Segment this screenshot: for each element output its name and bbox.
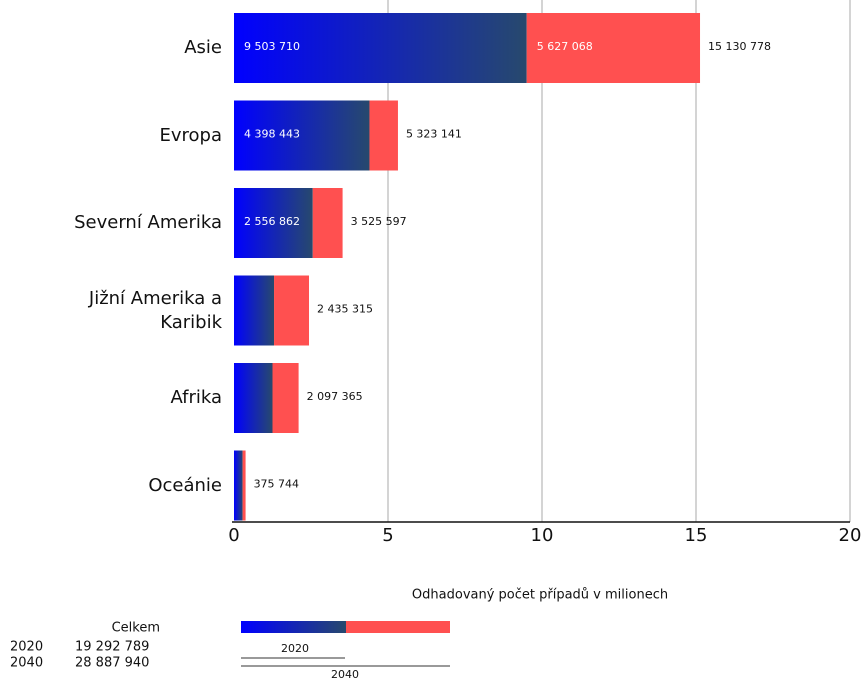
y-tick-label: Jižní Amerika a Karibik: [88, 287, 222, 333]
legend-bracket-label: 2040: [331, 668, 359, 679]
y-tick-label: Severní Amerika: [74, 212, 222, 233]
legend-year: 2020: [10, 640, 43, 655]
legend-year: 2040: [10, 656, 43, 671]
total-label: 2 435 315: [317, 303, 373, 316]
total-label: 3 525 597: [351, 215, 407, 228]
x-tick-label: 20: [839, 525, 862, 546]
bar-segment: [234, 100, 370, 171]
total-label: 15 130 778: [708, 40, 771, 53]
y-tick-label: Asie: [184, 37, 222, 58]
bar-segment: [242, 450, 246, 521]
legend-title: Celkem: [112, 621, 160, 636]
legend-total: 19 292 789: [75, 640, 149, 655]
bar-segment: [234, 363, 273, 433]
total-label: 2 097 365: [307, 390, 363, 403]
bar-segment: [312, 188, 343, 258]
bar-segment: [272, 363, 299, 433]
legend-swatch: [241, 621, 346, 633]
data-label: 9 503 710: [244, 40, 300, 53]
data-label: 2 556 862: [244, 215, 300, 228]
total-label: 375 744: [254, 478, 300, 491]
bar-segment: [234, 188, 313, 258]
y-tick-label: Evropa: [159, 124, 223, 146]
bar-segment: [274, 275, 310, 346]
y-tick-label: Afrika: [170, 387, 222, 408]
bar-segment: [369, 100, 398, 171]
bar-segment: [526, 13, 701, 83]
legend-bracket-label: 2020: [281, 642, 309, 655]
legend-total: 28 887 940: [75, 656, 149, 671]
data-label: 5 627 068: [537, 40, 593, 53]
x-tick-label: 0: [228, 525, 239, 546]
x-tick-label: 5: [382, 525, 393, 546]
total-label: 5 323 141: [406, 128, 462, 141]
x-tick-label: 10: [531, 525, 554, 546]
legend-swatch: [346, 621, 450, 633]
x-tick-label: 15: [685, 525, 708, 546]
data-label: 4 398 443: [244, 128, 300, 141]
bar-segment: [234, 450, 243, 521]
y-tick-label: Oceánie: [148, 474, 222, 496]
bar-segment: [234, 13, 527, 83]
bar-segment: [234, 275, 275, 346]
x-axis-label: Odhadovaný počet případů v milionech: [412, 588, 668, 603]
